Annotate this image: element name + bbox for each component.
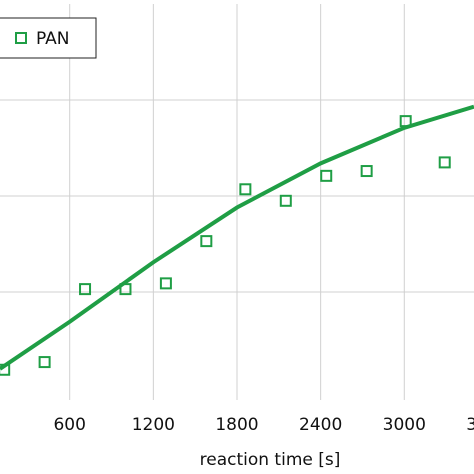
data-point	[279, 194, 292, 207]
legend-label: PAN	[36, 29, 70, 49]
legend-marker	[15, 32, 27, 44]
fit-line	[0, 104, 474, 371]
x-tick-label: 1800	[215, 415, 258, 435]
data-point	[360, 165, 373, 178]
data-point	[38, 356, 51, 369]
x-tick-label: 600	[53, 415, 85, 435]
data-point	[79, 283, 92, 296]
data-point	[438, 156, 451, 169]
x-tick-label: 3600	[466, 415, 474, 435]
data-point	[159, 277, 172, 290]
x-axis-label: reaction time [s]	[200, 450, 341, 470]
x-tick-label: 1200	[132, 415, 175, 435]
data-point	[239, 183, 252, 196]
data-point	[320, 169, 333, 182]
x-tick-label: 2400	[299, 415, 342, 435]
data-point	[200, 235, 213, 248]
x-tick-label: 3000	[383, 415, 426, 435]
